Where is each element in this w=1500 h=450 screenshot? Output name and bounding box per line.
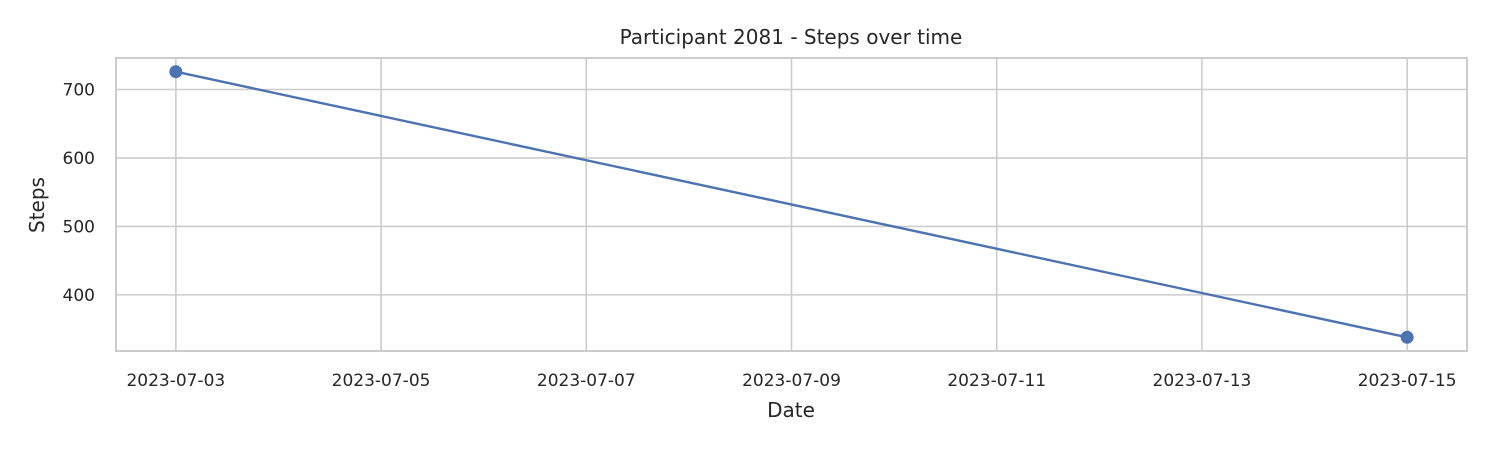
x-tick-label: 2023-07-05 — [332, 371, 431, 391]
grid-layer — [116, 58, 1467, 351]
x-tick-label: 2023-07-13 — [1153, 371, 1252, 391]
y-tick-label: 500 — [63, 217, 95, 237]
x-tick-label: 2023-07-07 — [537, 371, 636, 391]
plot-frame — [115, 57, 1468, 352]
x-axis-label: Date — [767, 398, 815, 422]
data-point — [1400, 330, 1414, 344]
x-tick-label: 2023-07-15 — [1358, 371, 1457, 391]
y-tick-label: 600 — [63, 149, 95, 169]
data-point — [169, 65, 183, 79]
x-tick-label: 2023-07-09 — [742, 371, 841, 391]
tick-layer: 2023-07-03 2023-07-05 2023-07-07 2023-07-09… — [63, 80, 1457, 391]
y-axis-label: Steps — [25, 177, 49, 233]
series-line — [175, 70, 1408, 339]
series-layer — [169, 65, 1414, 344]
chart-title: Participant 2081 - Steps over time — [620, 25, 963, 49]
x-tick-label: 2023-07-03 — [126, 371, 225, 391]
y-tick-label: 400 — [63, 286, 95, 306]
y-tick-label: 700 — [63, 80, 95, 100]
x-tick-label: 2023-07-11 — [947, 371, 1046, 391]
